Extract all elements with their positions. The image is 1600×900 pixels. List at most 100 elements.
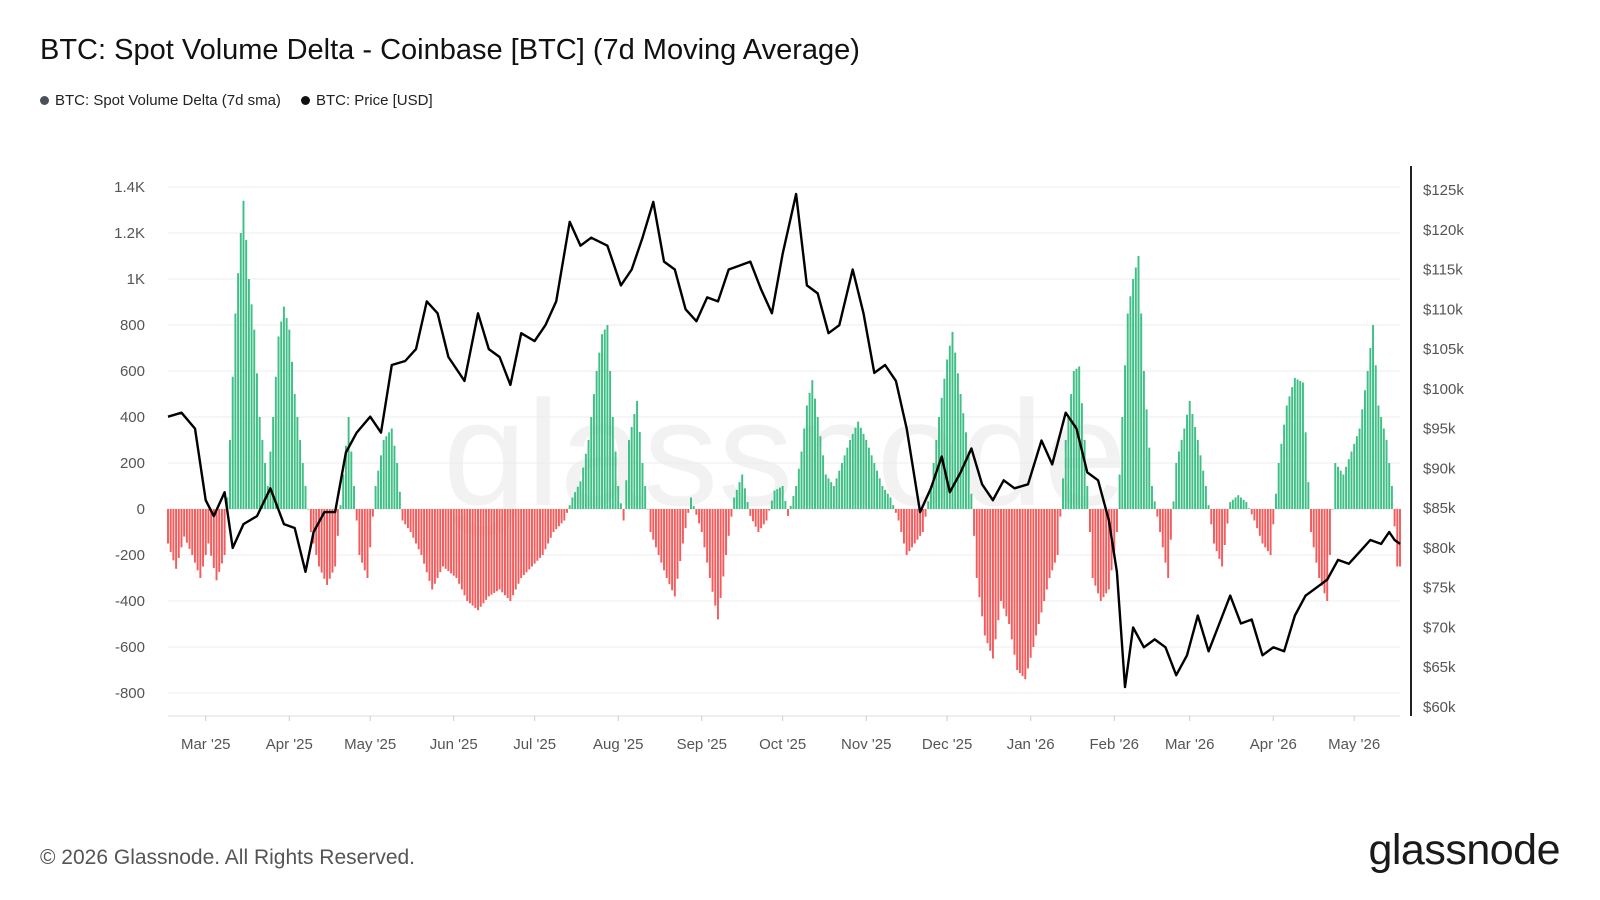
bar-negative	[749, 509, 752, 516]
bar-positive	[1153, 501, 1156, 509]
bar-positive	[595, 371, 598, 509]
bar-negative	[1059, 509, 1062, 517]
bar-positive	[253, 329, 256, 509]
bar-positive	[776, 489, 779, 509]
bar-negative	[331, 509, 334, 573]
bar-negative	[366, 509, 369, 578]
bar-positive	[735, 489, 738, 509]
bar-negative	[328, 509, 331, 579]
bar-positive	[598, 352, 601, 509]
x-tick-label: Jan '26	[1007, 736, 1055, 753]
bar-negative	[471, 509, 474, 606]
chart-legend: BTC: Spot Volume Delta (7d sma) BTC: Pri…	[40, 92, 433, 109]
bar-positive	[636, 400, 639, 509]
bar-positive	[1293, 377, 1296, 509]
bar-positive	[1148, 447, 1151, 509]
bar-positive	[291, 361, 293, 509]
bar-positive	[946, 359, 949, 509]
bar-positive	[1207, 505, 1210, 509]
bar-negative	[541, 509, 544, 555]
bar-negative	[420, 509, 423, 555]
bar-positive	[229, 440, 231, 509]
bar-positive	[1366, 371, 1369, 509]
bar-positive	[1183, 428, 1186, 509]
bar-positive	[388, 432, 391, 509]
bar-negative	[323, 509, 326, 579]
bar-positive	[1380, 417, 1383, 509]
bar-positive	[1304, 432, 1307, 509]
bar-negative	[722, 509, 725, 577]
y-right-tick-label: $115k	[1423, 262, 1463, 279]
bar-negative	[684, 509, 687, 529]
bar-positive	[886, 493, 889, 509]
bar-positive	[1280, 443, 1283, 509]
bar-negative	[463, 509, 466, 596]
bar-negative	[752, 509, 754, 522]
y-right-tick-label: $110k	[1423, 301, 1463, 318]
bar-positive	[568, 505, 571, 509]
bar-positive	[1083, 440, 1086, 509]
bar-positive	[1121, 417, 1124, 509]
bar-negative	[1221, 509, 1224, 567]
bar-positive	[377, 470, 380, 509]
bar-negative	[215, 509, 218, 581]
bar-negative	[981, 509, 984, 617]
bar-positive	[803, 428, 806, 509]
x-tick-label: May '25	[344, 736, 396, 753]
bar-positive	[239, 233, 242, 509]
bar-positive	[1080, 403, 1083, 509]
bar-negative	[1396, 509, 1399, 567]
bar-negative	[719, 509, 722, 598]
legend-item-price[interactable]: BTC: Price [USD]	[300, 92, 433, 109]
x-tick-label: Aug '25	[593, 736, 643, 753]
bar-negative	[460, 509, 463, 590]
y-right-tick-label: $70k	[1423, 619, 1456, 636]
bar-negative	[1005, 509, 1008, 617]
legend-item-volume-delta[interactable]: BTC: Spot Volume Delta (7d sma)	[40, 92, 281, 109]
bar-positive	[1064, 440, 1067, 509]
bar-positive	[293, 394, 296, 509]
bar-negative	[711, 509, 714, 592]
bar-positive	[641, 463, 644, 509]
bar-negative	[1159, 509, 1162, 532]
bar-positive	[247, 279, 250, 509]
bar-negative	[506, 509, 509, 599]
bar-negative	[1002, 509, 1005, 609]
bar-positive	[614, 451, 617, 509]
bar-negative	[180, 509, 183, 548]
bar-negative	[560, 509, 563, 524]
bar-positive	[347, 417, 350, 509]
glassnode-logo[interactable]: glassnode	[1368, 826, 1560, 874]
bar-positive	[1234, 497, 1237, 509]
bar-negative	[730, 509, 733, 517]
bar-positive	[601, 334, 603, 509]
bar-positive	[862, 433, 865, 509]
bar-positive	[350, 451, 353, 509]
bar-negative	[1013, 509, 1016, 655]
bar-negative	[1010, 509, 1013, 640]
bar-positive	[1142, 371, 1145, 509]
bar-negative	[919, 509, 922, 536]
bar-positive	[630, 426, 633, 509]
bar-negative	[673, 509, 676, 597]
bar-negative	[514, 509, 517, 590]
y-left-tick-label: 800	[120, 317, 145, 334]
bar-negative	[1320, 509, 1323, 586]
bar-positive	[878, 478, 881, 509]
legend-label-price: BTC: Price [USD]	[315, 92, 433, 109]
bar-negative	[768, 509, 771, 511]
x-tick-label: Jun '25	[430, 736, 478, 753]
bar-negative	[220, 509, 223, 564]
bar-negative	[1105, 509, 1108, 594]
bar-negative	[1399, 509, 1401, 567]
bar-negative	[757, 509, 760, 532]
bar-positive	[840, 463, 843, 509]
bar-negative	[1102, 509, 1105, 598]
bar-negative	[1053, 509, 1056, 563]
bar-negative	[989, 509, 992, 651]
bar-positive	[835, 478, 838, 509]
bar-negative	[1266, 509, 1269, 552]
bar-positive	[1062, 478, 1064, 509]
bar-negative	[530, 509, 533, 567]
